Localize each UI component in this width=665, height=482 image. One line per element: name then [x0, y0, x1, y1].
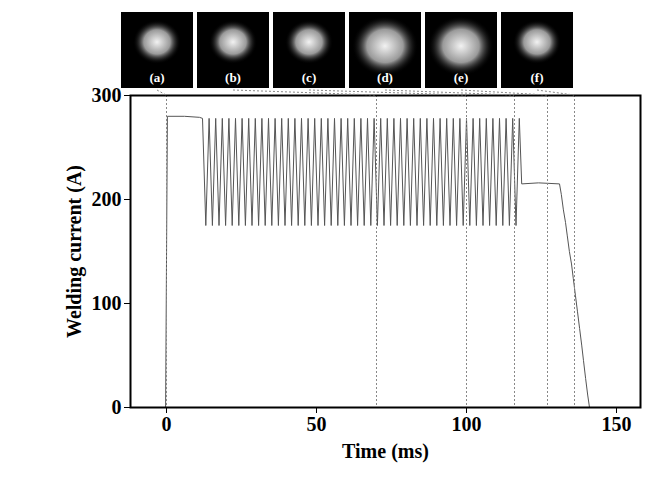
svg-text:300: 300: [92, 84, 122, 106]
svg-text:100: 100: [452, 413, 482, 435]
svg-text:Time (ms): Time (ms): [342, 440, 429, 463]
svg-text:0: 0: [112, 396, 122, 418]
svg-text:100: 100: [92, 292, 122, 314]
svg-text:(a): (a): [149, 70, 164, 85]
svg-text:0: 0: [162, 413, 172, 435]
svg-text:50: 50: [307, 413, 327, 435]
svg-text:(d): (d): [377, 70, 393, 85]
svg-text:(e): (e): [454, 70, 468, 85]
svg-text:Welding current (A): Welding current (A): [63, 165, 86, 338]
svg-text:(b): (b): [225, 70, 241, 85]
svg-text:150: 150: [602, 413, 632, 435]
svg-text:200: 200: [92, 188, 122, 210]
svg-text:(f): (f): [531, 70, 544, 85]
svg-text:(c): (c): [302, 70, 316, 85]
